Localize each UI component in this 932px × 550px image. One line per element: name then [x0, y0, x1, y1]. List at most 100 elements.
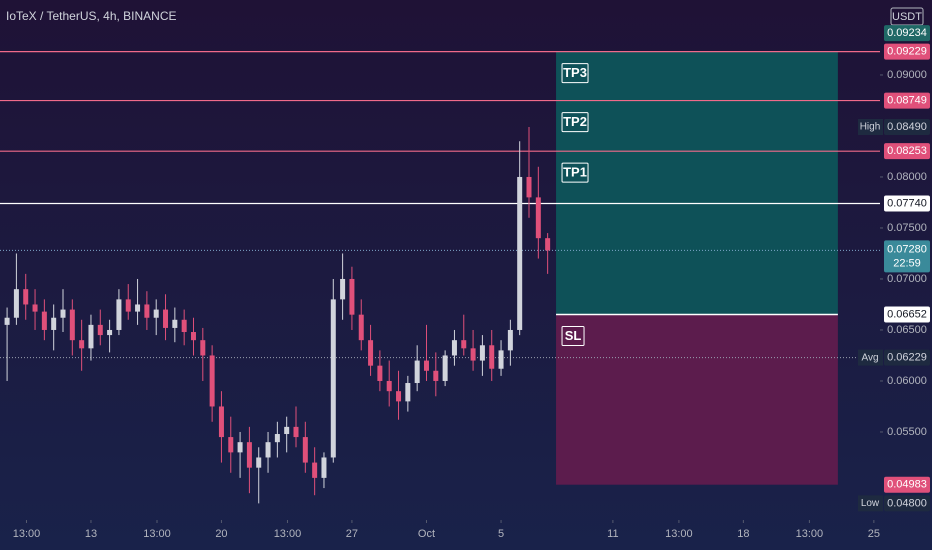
candle-body	[349, 278, 355, 315]
candle-body	[284, 426, 290, 435]
x-tick-label: 13:00	[143, 528, 171, 540]
candle-body	[218, 406, 224, 438]
candle-body	[517, 176, 523, 330]
stat-name-bg	[858, 349, 883, 366]
stat-name-bg	[858, 495, 883, 512]
y-tick-label: 0.07000	[887, 273, 927, 285]
candle-body	[200, 340, 206, 356]
candle-body	[479, 345, 485, 361]
candle-body	[41, 311, 47, 330]
stop-label: 0.04983	[887, 479, 927, 491]
candle-body	[442, 355, 448, 381]
x-tick-label: 13:00	[13, 528, 41, 540]
y-tick-label: 0.06500	[887, 324, 927, 336]
candle-body	[190, 332, 196, 341]
level-tag: TP2	[563, 114, 587, 129]
loss-zone	[556, 314, 838, 485]
candle-body	[498, 350, 504, 369]
tag-box	[561, 162, 589, 183]
candle-body	[60, 309, 66, 318]
stat-label: 0.08490	[887, 121, 927, 133]
candle-body	[545, 238, 551, 251]
y-tick-label: 0.05500	[887, 426, 927, 438]
stat-label-bg	[884, 495, 930, 512]
candle-body	[125, 299, 131, 312]
level-label: 0.07740	[887, 197, 927, 209]
candle-body	[79, 340, 85, 349]
x-tick-label: 27	[346, 528, 358, 540]
stat-label: 0.04800	[887, 497, 927, 509]
candle-body	[423, 360, 429, 371]
x-tick-label: 25	[868, 528, 880, 540]
candle-body	[153, 309, 159, 318]
current-label: 0.07280	[887, 243, 927, 255]
chart-title: IoTeX / TetherUS, 4h, BINANCE	[6, 9, 177, 23]
stop-label-bg	[884, 476, 930, 493]
candle-body	[172, 319, 178, 328]
target-label: 0.09234	[887, 27, 927, 39]
level-label-bg	[884, 43, 930, 60]
stop-tag: SL	[565, 328, 582, 343]
stat-label: 0.06229	[887, 352, 927, 364]
candle-body	[88, 324, 94, 349]
x-tick-label: 18	[737, 528, 749, 540]
candle-body	[405, 383, 411, 402]
level-label: 0.08253	[887, 145, 927, 157]
candle-body	[163, 309, 169, 328]
candle-body	[330, 299, 336, 458]
candle-body	[368, 340, 374, 366]
candle-body	[293, 426, 299, 438]
current-bg	[884, 240, 930, 273]
candle-body	[302, 437, 308, 463]
candle-body	[181, 319, 187, 333]
y-tick-label: 0.06000	[887, 375, 927, 387]
candle-body	[13, 289, 19, 318]
candle-body	[274, 434, 280, 443]
level-label: 0.08749	[887, 94, 927, 106]
currency-box	[890, 7, 924, 26]
candle-body	[535, 197, 541, 239]
level-label-bg	[884, 143, 930, 160]
candle-body	[97, 324, 103, 336]
x-tick-label: 11	[607, 528, 618, 540]
x-tick-label: 20	[215, 528, 227, 540]
x-tick-label: 13:00	[274, 528, 302, 540]
candle-body	[461, 340, 467, 349]
y-tick-label: 0.09000	[887, 69, 927, 81]
candle-body	[116, 299, 122, 330]
candle-body	[256, 457, 262, 468]
candle-body	[51, 317, 57, 330]
level-label-bg	[884, 195, 930, 212]
stat-label-bg	[884, 349, 930, 366]
profit-zone	[556, 51, 838, 315]
candle-body	[396, 391, 402, 402]
currency: USDT	[892, 11, 922, 23]
candle-body	[507, 329, 513, 351]
level-label-bg	[884, 92, 930, 109]
candle-body	[340, 278, 346, 300]
stat-name: High	[860, 122, 881, 133]
y-tick-label: 0.07500	[887, 222, 927, 234]
candle-body	[489, 345, 495, 369]
candle-body	[135, 304, 141, 312]
stat-name-bg	[858, 118, 883, 135]
stat-name: Avg	[861, 352, 878, 363]
x-tick-label: 5	[498, 528, 504, 540]
candle-body	[312, 462, 318, 478]
target-label-bg	[884, 25, 930, 42]
level-tag: TP3	[563, 65, 587, 80]
x-tick-label: Oct	[418, 528, 435, 540]
candle-body	[358, 314, 364, 341]
candle-body	[237, 442, 243, 453]
candle-body	[470, 348, 476, 361]
x-tick-label: 13:00	[796, 528, 824, 540]
tag-box	[561, 63, 589, 84]
candle-body	[4, 317, 10, 325]
stat-label-bg	[884, 118, 930, 135]
candle-body	[526, 176, 532, 198]
candle-body	[321, 457, 327, 478]
candle-body	[451, 340, 457, 356]
candle-body	[414, 360, 420, 384]
candle-body	[209, 355, 215, 407]
